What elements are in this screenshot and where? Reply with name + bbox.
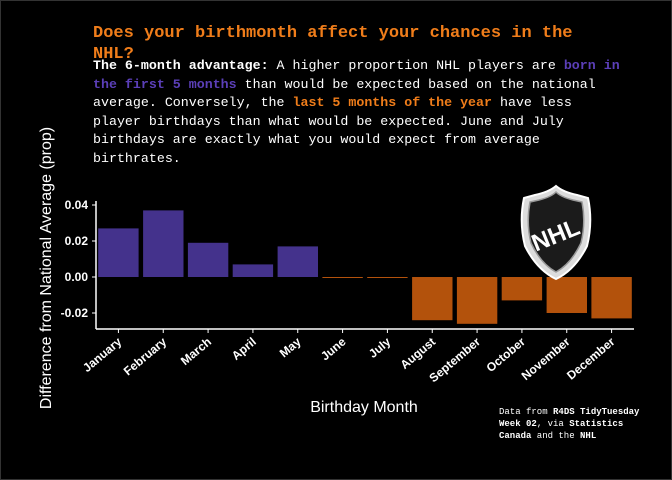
axes-group xyxy=(95,201,634,330)
y-tick-label: 0.00 xyxy=(65,270,89,284)
subtitle-lead: The 6-month advantage: xyxy=(93,58,269,73)
x-tick-label-april: April xyxy=(229,335,259,363)
data-source-caption: Data from R4DS TidyTuesday Week 02, via … xyxy=(499,406,659,442)
bar-august xyxy=(412,277,453,321)
x-tick-label-may: May xyxy=(277,334,304,360)
bar-july xyxy=(367,277,408,278)
caption-text-2: , via xyxy=(536,419,570,429)
bar-may xyxy=(277,246,318,277)
x-tick-label-march: March xyxy=(178,335,214,368)
chart-title: Does your birthmonth affect your chances… xyxy=(93,24,573,64)
nhl-shield-logo: NHL xyxy=(520,184,592,281)
y-tick-labels: 0.04 0.02 0.00 -0.02 xyxy=(61,198,96,320)
subtitle-highlight-first-months: born in the first 5 months xyxy=(93,58,620,92)
bar-march xyxy=(187,242,229,277)
y-axis-title: Difference from National Average (prop) xyxy=(38,127,55,409)
bar-january xyxy=(98,228,139,277)
bars-group xyxy=(98,210,632,324)
subtitle-highlight-last-months: last 5 months of the year xyxy=(292,95,493,110)
x-tick-label-june: June xyxy=(318,334,349,363)
caption-text-1: Data from xyxy=(499,407,554,417)
x-tick-label-january: January xyxy=(80,334,125,375)
bar-february xyxy=(143,210,184,277)
bar-june xyxy=(322,277,363,278)
x-tick-label-july: July xyxy=(366,334,394,360)
bar-october xyxy=(501,277,543,301)
bar-september xyxy=(456,277,498,324)
bar-december xyxy=(591,277,632,319)
caption-source-statcan: Statistics Canada xyxy=(499,419,624,441)
x-tick-label-august: August xyxy=(398,335,439,372)
x-tick-label-november: November xyxy=(519,334,573,383)
subtitle-text-2: than would be expected based on the nati… xyxy=(93,76,596,111)
subtitle-text-1: A higher proportion NHL players are xyxy=(268,58,564,73)
subtitle-text-3: have less player birthdays than what wou… xyxy=(93,95,572,166)
x-tick-label-december: December xyxy=(564,334,618,382)
x-tick-label-february: February xyxy=(121,334,170,378)
caption-text-3: and the xyxy=(531,431,581,441)
y-tick-label: -0.02 xyxy=(61,306,89,320)
bar-april xyxy=(232,264,274,277)
chart-subtitle: The 6-month advantage: A higher proporti… xyxy=(93,57,623,168)
bar-november xyxy=(546,277,587,313)
x-axis-title: Birthday Month xyxy=(310,399,418,416)
y-tick-label: 0.02 xyxy=(65,234,89,248)
y-tick-label: 0.04 xyxy=(65,198,89,212)
caption-source-r4ds: R4DS TidyTuesday Week 02 xyxy=(499,407,640,429)
caption-source-nhl: NHL xyxy=(580,431,597,441)
